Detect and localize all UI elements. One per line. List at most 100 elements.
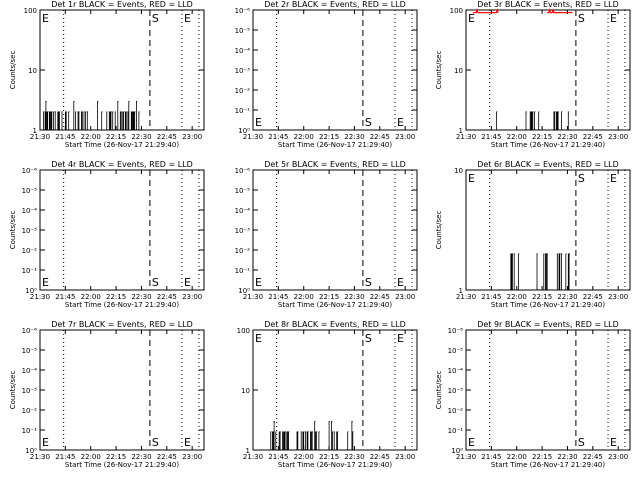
x-tick-label: 22:15 xyxy=(319,453,339,461)
plot-frame xyxy=(39,169,205,291)
x-tick-label: 21:30 xyxy=(456,453,476,461)
panel-4: Det 4r BLACK = Events, RED = LLD 21:30 21:… xyxy=(9,160,205,309)
y-tick-label: 10 xyxy=(454,167,463,175)
x-tick-label: 22:15 xyxy=(319,293,339,301)
flag-label: E xyxy=(468,172,475,185)
plot-frame xyxy=(252,9,418,131)
flag-label: E xyxy=(397,276,404,289)
x-axis-label: Start Time (26-Nov-17 21:29:40) xyxy=(65,301,179,309)
plot-frame xyxy=(252,169,418,291)
y-tick-label: 100 xyxy=(24,7,37,15)
x-tick-label: 21:30 xyxy=(30,133,50,141)
flag-label: E xyxy=(397,332,404,345)
panel-5: Det 5r BLACK = Events, RED = LLD 21:30 21:… xyxy=(235,160,418,309)
x-tick-label: 22:15 xyxy=(532,293,552,301)
y-tick-label: 10⁻⁶ xyxy=(235,167,251,175)
panel-title: Det 9r BLACK = Events, RED = LLD xyxy=(477,320,619,329)
x-tick-label: 22:15 xyxy=(106,133,126,141)
y-tick-label: 10⁻⁴ xyxy=(22,367,38,375)
flag-label: S xyxy=(578,172,585,185)
x-tick-label: 22:30 xyxy=(557,133,577,141)
y-tick-label: 10⁻⁶ xyxy=(22,167,38,175)
x-tick-label: 21:45 xyxy=(481,133,501,141)
x-tick-label: 21:45 xyxy=(268,453,288,461)
y-tick-label: 1 xyxy=(459,127,463,135)
y-tick-label: 10⁻⁴ xyxy=(235,47,251,55)
flag-label: S xyxy=(578,12,585,25)
panel-title: Det 4r BLACK = Events, RED = LLD xyxy=(51,160,193,169)
x-axis-label: Start Time (26-Nov-17 21:29:40) xyxy=(278,301,392,309)
x-tick-label: 23:00 xyxy=(182,133,202,141)
y-tick-label: 10 xyxy=(28,67,37,75)
x-tick-label: 22:00 xyxy=(294,133,314,141)
panel-title: Det 5r BLACK = Events, RED = LLD xyxy=(264,160,406,169)
y-tick-label: 10⁻¹ xyxy=(22,427,38,435)
x-tick-label: 22:15 xyxy=(532,453,552,461)
plot-frame xyxy=(39,329,205,451)
panel-title: Det 6r BLACK = Events, RED = LLD xyxy=(477,160,619,169)
panel-6: Det 6r BLACK = Events, RED = LLD 21:30 21:… xyxy=(435,160,631,309)
flag-label: E xyxy=(397,116,404,129)
y-axis-label: Counts/sec xyxy=(435,211,443,250)
flag-label: S xyxy=(365,116,372,129)
x-tick-label: 23:00 xyxy=(608,133,628,141)
x-tick-label: 22:00 xyxy=(294,293,314,301)
x-tick-label: 21:30 xyxy=(456,133,476,141)
flag-label: S xyxy=(152,436,159,449)
x-axis-label: Start Time (26-Nov-17 21:29:40) xyxy=(278,461,392,469)
x-axis-label: Start Time (26-Nov-17 21:29:40) xyxy=(491,301,605,309)
flag-label: E xyxy=(610,172,617,185)
x-tick-label: 22:30 xyxy=(131,293,151,301)
y-axis-label: Counts/sec xyxy=(9,51,17,90)
flag-label: E xyxy=(42,12,49,25)
y-tick-label: 10⁰ xyxy=(238,287,250,295)
flag-label: E xyxy=(255,116,262,129)
x-axis-label: Start Time (26-Nov-17 21:29:40) xyxy=(491,461,605,469)
y-tick-label: 10⁻⁴ xyxy=(235,207,251,215)
y-tick-label: 1 xyxy=(459,287,463,295)
panel-7: Det 7r BLACK = Events, RED = LLD 21:30 21:… xyxy=(9,320,205,469)
x-tick-label: 22:15 xyxy=(106,453,126,461)
x-tick-label: 22:00 xyxy=(81,293,101,301)
flag-label: S xyxy=(365,332,372,345)
y-tick-label: 10⁻¹ xyxy=(235,267,251,275)
x-tick-label: 21:45 xyxy=(268,133,288,141)
x-tick-label: 21:45 xyxy=(55,293,75,301)
y-tick-label: 10⁻¹ xyxy=(22,267,38,275)
y-tick-label: 10⁻³ xyxy=(235,67,251,75)
flag-label: E xyxy=(184,12,191,25)
flag-label: S xyxy=(365,276,372,289)
y-axis-label: Counts/sec xyxy=(435,371,443,410)
x-axis-label: Start Time (26-Nov-17 21:29:40) xyxy=(65,461,179,469)
x-tick-label: 23:00 xyxy=(608,293,628,301)
y-tick-label: 10 xyxy=(241,387,250,395)
panel-title: Det 1r BLACK = Events, RED = LLD xyxy=(51,0,193,9)
y-tick-label: 10⁻⁶ xyxy=(448,327,464,335)
x-tick-label: 22:30 xyxy=(344,453,364,461)
flag-label: E xyxy=(255,276,262,289)
x-tick-label: 22:45 xyxy=(583,453,603,461)
x-axis-label: Start Time (26-Nov-17 21:29:40) xyxy=(278,141,392,149)
y-axis-label: Counts/sec xyxy=(9,211,17,250)
y-tick-label: 10⁻⁴ xyxy=(448,367,464,375)
series-black-line xyxy=(496,111,570,131)
y-tick-label: 10⁻³ xyxy=(22,387,38,395)
x-tick-label: 23:00 xyxy=(395,453,415,461)
y-axis-label: Counts/sec xyxy=(435,51,443,90)
x-tick-label: 23:00 xyxy=(395,133,415,141)
panel-2: Det 2r BLACK = Events, RED = LLD 21:30 21:… xyxy=(235,0,418,149)
x-tick-label: 22:30 xyxy=(557,453,577,461)
flag-label: E xyxy=(184,436,191,449)
flag-label: E xyxy=(610,12,617,25)
x-tick-label: 22:45 xyxy=(157,293,177,301)
flag-label: E xyxy=(610,436,617,449)
x-tick-label: 21:30 xyxy=(30,293,50,301)
x-tick-label: 22:30 xyxy=(344,293,364,301)
plot-frame xyxy=(465,329,631,451)
y-tick-label: 10⁻³ xyxy=(235,227,251,235)
x-tick-label: 23:00 xyxy=(608,453,628,461)
panel-1: Det 1r BLACK = Events, RED = LLD 21:30 21:… xyxy=(9,0,205,149)
x-tick-label: 22:45 xyxy=(583,133,603,141)
x-tick-label: 21:30 xyxy=(243,293,263,301)
y-tick-label: 10⁻⁵ xyxy=(235,187,251,195)
